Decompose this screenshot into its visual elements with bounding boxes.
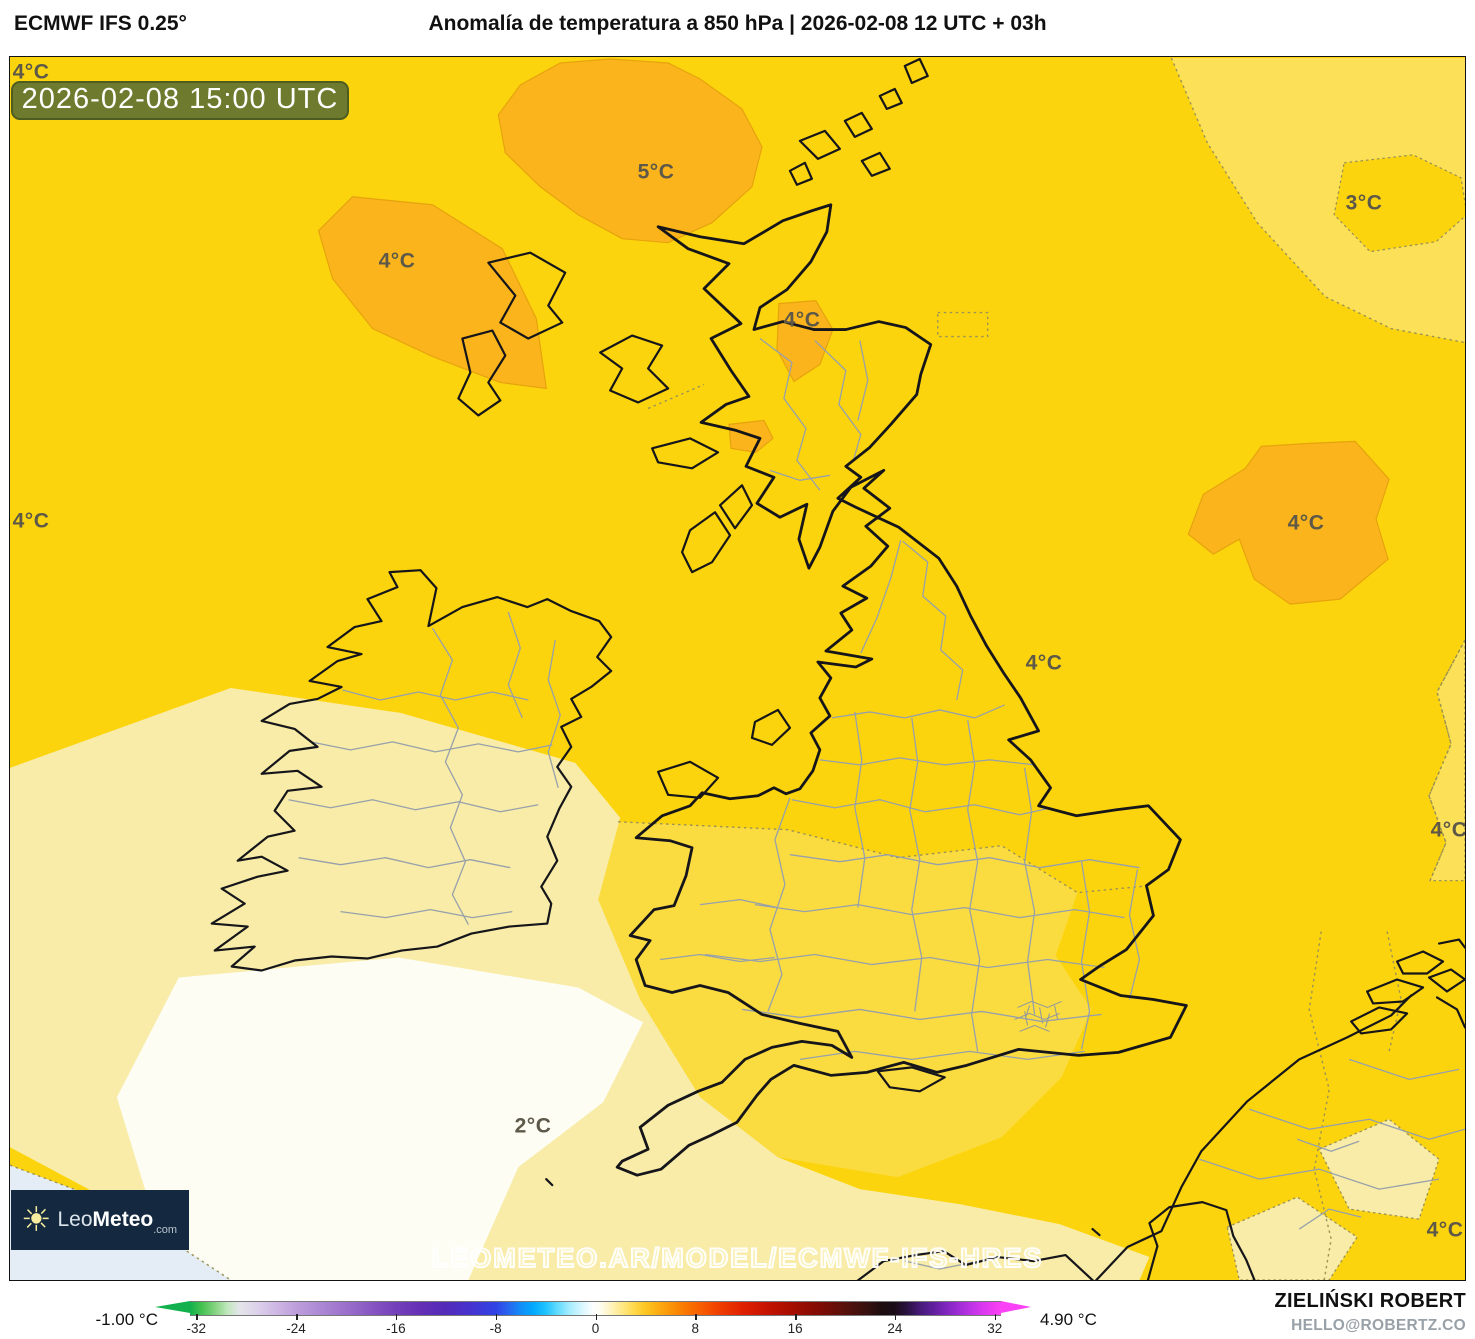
map-temp-label: 4°C bbox=[1025, 651, 1063, 675]
colorbar-tick bbox=[894, 1314, 897, 1320]
map-temp-label: 4°C bbox=[783, 308, 821, 332]
map-temp-label: 4°C bbox=[378, 249, 416, 273]
colorbar-tick-label: 16 bbox=[787, 1321, 803, 1336]
colorbar-tick-label: 0 bbox=[591, 1321, 600, 1336]
map-canvas: 4°C 5°C 4°C 4°C 3°C 4°C 4°C 4°C 4°C 2°C 4°C 2026-0… bbox=[9, 56, 1466, 1281]
coastlines bbox=[210, 57, 1465, 1280]
colorbar-right-arrow bbox=[1001, 1301, 1031, 1313]
timestamp-badge: 2026-02-08 15:00 UTC bbox=[11, 81, 349, 120]
page-title: Anomalía de temperatura a 850 hPa | 2026… bbox=[428, 12, 1047, 35]
colorbar-left-arrow bbox=[155, 1301, 190, 1313]
map-temp-label: 4°C bbox=[12, 509, 50, 533]
watermark-url: LEOMETEO.AR/MODEL/ECMWF-IFS-HRES bbox=[431, 1242, 1044, 1274]
colorbar-tick bbox=[395, 1314, 398, 1320]
author-name: ZIELIŃSKI ROBERT bbox=[1274, 1290, 1466, 1312]
colorbar: -32 -24 -16 -8 0 8 16 24 32 bbox=[155, 1301, 1031, 1336]
colorbar-min-label: -1.00 °C bbox=[95, 1310, 158, 1329]
sun-icon: ☀ bbox=[21, 1201, 52, 1239]
logo-text-light: Leo bbox=[57, 1208, 93, 1231]
map-temp-label: 4°C bbox=[12, 60, 50, 84]
colorbar-tick bbox=[196, 1314, 198, 1320]
colorbar-tick-label: 32 bbox=[987, 1321, 1003, 1336]
colorbar-tick bbox=[695, 1314, 697, 1320]
map-temp-label: 4°C bbox=[1426, 1218, 1464, 1242]
logo-text-tld: .com bbox=[153, 1224, 178, 1236]
admin-boundaries bbox=[288, 338, 1465, 1270]
orange-anomaly-patches bbox=[317, 58, 1390, 605]
colorbar-tick-label: 8 bbox=[691, 1321, 700, 1336]
colorbar-tick-label: -32 bbox=[186, 1321, 206, 1336]
credits-block: ZIELIŃSKI ROBERT HELLO@ROBERTZ.CO bbox=[1275, 1290, 1466, 1335]
map-temp-label: 4°C bbox=[1430, 818, 1466, 842]
colorbar-tick-label: -8 bbox=[489, 1321, 502, 1336]
colorbar-tick-label: -24 bbox=[286, 1321, 306, 1336]
colorbar-tick-label: -16 bbox=[386, 1321, 406, 1336]
logo-text-bold: Meteo bbox=[92, 1208, 154, 1231]
author-contact: HELLO@ROBERTZ.CO bbox=[1291, 1317, 1466, 1334]
map-temp-label: 4°C bbox=[1287, 511, 1325, 535]
map-temp-label: 5°C bbox=[637, 160, 675, 184]
colorbar-tick bbox=[994, 1314, 997, 1320]
map-temp-label: 2°C bbox=[514, 1114, 552, 1138]
colorbar-tick-label: 24 bbox=[887, 1321, 903, 1336]
colorbar-tick bbox=[495, 1314, 498, 1320]
colorbar-max-label: 4.90 °C bbox=[1040, 1310, 1097, 1329]
model-label: ECMWF IFS 0.25° bbox=[14, 12, 187, 35]
colorbar-tick bbox=[795, 1314, 797, 1320]
colorbar-tick bbox=[595, 1314, 597, 1320]
colorbar-tick bbox=[296, 1314, 298, 1320]
leometeo-logo[interactable]: ☀ Leo Meteo .com bbox=[11, 1190, 189, 1250]
map-temp-label: 3°C bbox=[1345, 191, 1383, 215]
map-svg bbox=[10, 57, 1465, 1280]
